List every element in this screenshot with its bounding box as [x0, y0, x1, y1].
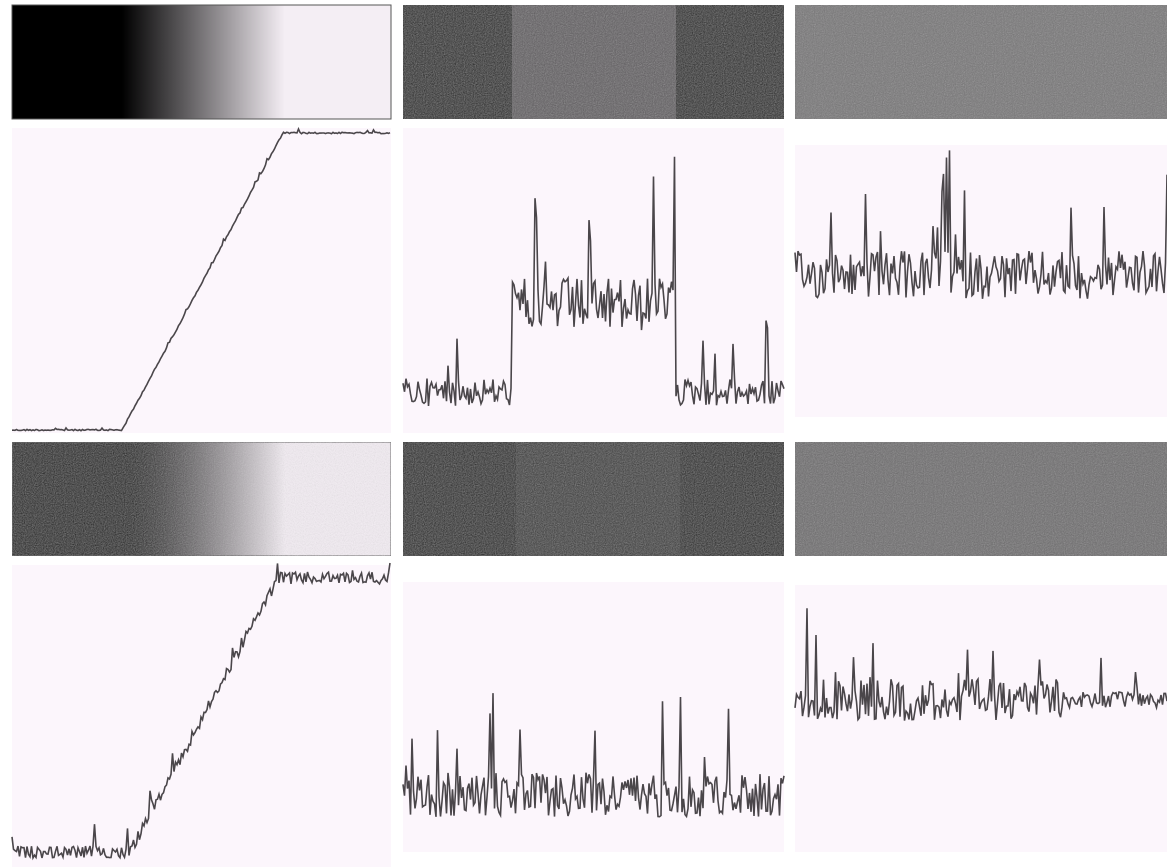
plot-bg [12, 565, 391, 867]
plot-bg [795, 585, 1167, 852]
plot-bg [12, 128, 391, 433]
gradient-strip [12, 442, 391, 556]
gradient-strip [12, 5, 391, 119]
flat-strip [795, 442, 1167, 556]
noisy-strip [403, 5, 784, 119]
plot-bg [403, 582, 784, 852]
figure [0, 0, 1167, 867]
flat-strip [795, 5, 1167, 119]
page: (() => { const svg = document.getElement… [0, 0, 1167, 867]
plot-bg [403, 128, 784, 433]
noisy-strip [403, 442, 784, 556]
